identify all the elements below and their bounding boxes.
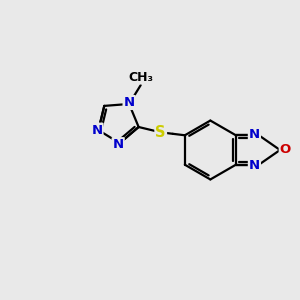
Text: N: N bbox=[92, 124, 103, 136]
Text: N: N bbox=[249, 159, 260, 172]
Text: N: N bbox=[249, 128, 260, 141]
Text: N: N bbox=[112, 138, 124, 151]
Text: O: O bbox=[280, 143, 291, 157]
Text: N: N bbox=[124, 96, 135, 109]
Text: S: S bbox=[155, 125, 166, 140]
Text: CH₃: CH₃ bbox=[128, 71, 153, 84]
